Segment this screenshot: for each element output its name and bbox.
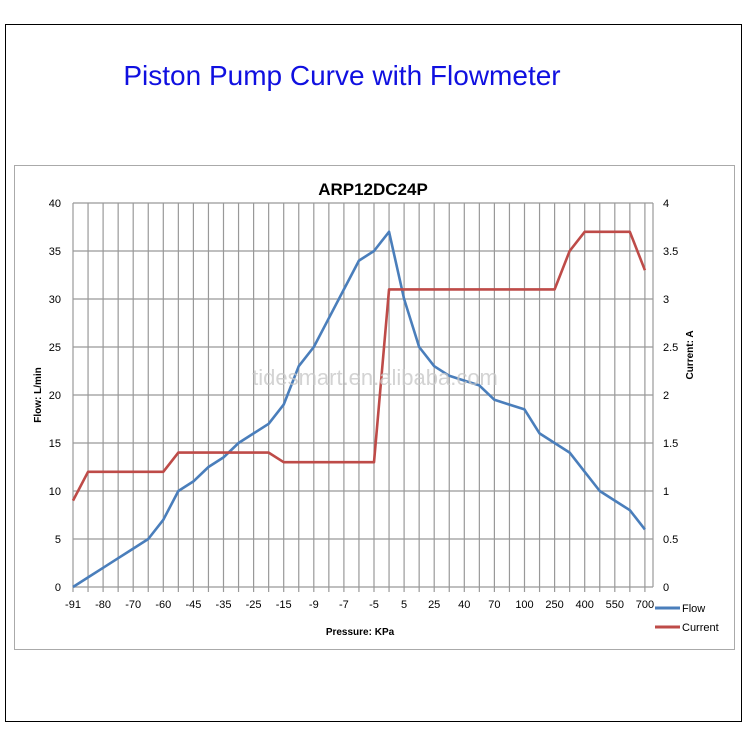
series-line-flow — [72, 230, 646, 589]
x-tick-label: -70 — [125, 599, 141, 611]
y-tick-label: 20 — [49, 390, 61, 402]
x-tick-label: -5 — [369, 599, 379, 611]
watermark: tidesmart.en.alibaba.com — [252, 365, 498, 390]
x-tick-label: 400 — [576, 599, 594, 611]
page-title: Piston Pump Curve with Flowmeter — [123, 60, 561, 91]
y-tick-label: 40 — [49, 198, 61, 210]
x-tick-label: -45 — [185, 599, 201, 611]
x-tick-label: 250 — [545, 599, 563, 611]
chart-title: ARP12DC24P — [318, 180, 428, 199]
y2-tick-label: 0.5 — [663, 534, 678, 546]
x-tick-label: -91 — [65, 599, 81, 611]
y-tick-label: 10 — [49, 486, 61, 498]
x-tick-label: 5 — [401, 599, 407, 611]
x-tick-label: 550 — [606, 599, 624, 611]
y2-tick-label: 3.5 — [663, 246, 678, 258]
y2-tick-label: 2.5 — [663, 342, 678, 354]
x-tick-label: -60 — [155, 599, 171, 611]
x-tick-label: -7 — [339, 599, 349, 611]
y2-tick-label: 1 — [663, 486, 669, 498]
y2-tick-label: 3 — [663, 294, 669, 306]
y2-tick-label: 1.5 — [663, 438, 678, 450]
y2-tick-label: 0 — [663, 582, 669, 594]
legend-flow-label: Flow — [682, 603, 705, 615]
y-tick-label: 25 — [49, 342, 61, 354]
y-tick-label: 35 — [49, 246, 61, 258]
x-tick-label: -9 — [309, 599, 319, 611]
y2-axis-label: Current: A — [685, 330, 696, 379]
x-tick-label: -35 — [216, 599, 232, 611]
x-tick-label: 25 — [428, 599, 440, 611]
y2-tick-label: 2 — [663, 390, 669, 402]
legend-current-label: Current — [682, 622, 719, 634]
y-tick-label: 0 — [55, 582, 61, 594]
y-tick-label: 30 — [49, 294, 61, 306]
x-tick-label: -25 — [246, 599, 262, 611]
x-tick-label: -15 — [276, 599, 292, 611]
series-line-current — [71, 230, 647, 502]
x-tick-label: 70 — [488, 599, 500, 611]
outer-frame — [5, 24, 742, 722]
x-tick-label: 40 — [458, 599, 470, 611]
x-tick-label: 100 — [515, 599, 533, 611]
y2-tick-label: 4 — [663, 198, 669, 210]
y-tick-label: 5 — [55, 534, 61, 546]
chart-container — [14, 165, 735, 650]
x-axis-label: Pressure: KPa — [326, 627, 395, 638]
x-tick-label: -80 — [95, 599, 111, 611]
y-tick-label: 15 — [49, 438, 61, 450]
x-tick-label: 700 — [636, 599, 654, 611]
y-axis-label: Flow: L/min — [33, 367, 44, 423]
